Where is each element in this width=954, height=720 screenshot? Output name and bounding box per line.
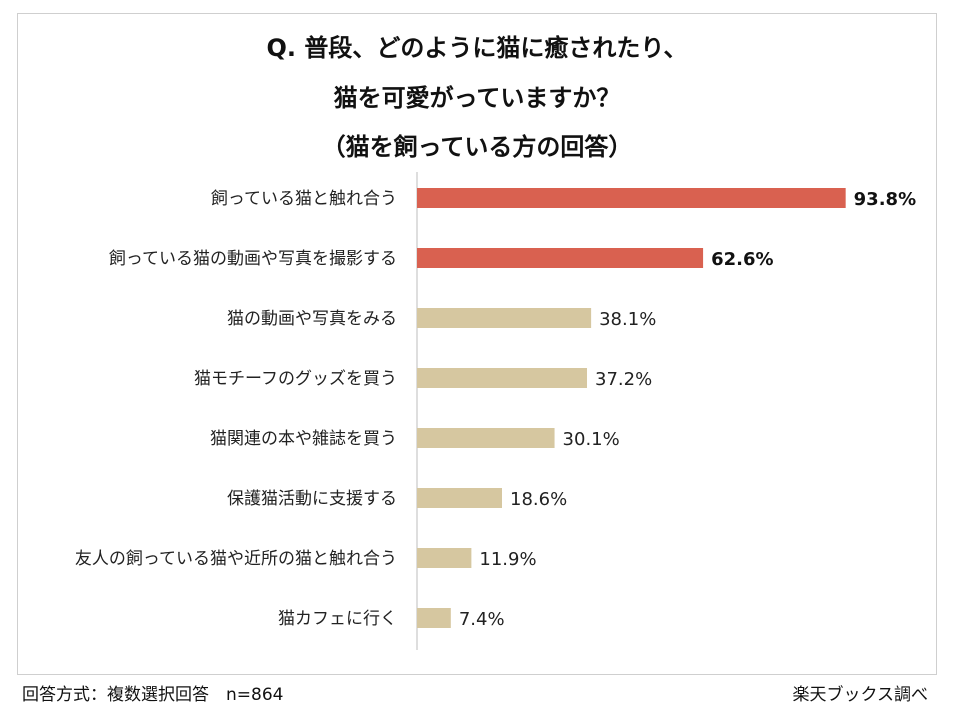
chart-frame	[17, 13, 937, 675]
value-label: 37.2%	[595, 369, 652, 390]
category-label: 飼っている猫の動画や写真を撮影する	[109, 249, 397, 269]
category-label: 友人の飼っている猫や近所の猫と触れ合う	[75, 549, 397, 569]
bar-chart: Q. 普段、どのように猫に癒されたり、猫を可愛がっていますか？ （猫を飼っている方…	[75, 34, 916, 650]
value-label: 11.9%	[479, 549, 536, 570]
bar	[417, 608, 451, 628]
category-label: 猫関連の本や雑誌を買う	[210, 429, 397, 449]
category-label: 保護猫活動に支援する	[227, 489, 397, 509]
category-label: 猫の動画や写真をみる	[227, 309, 397, 329]
chart-title-line-2: 猫を可愛がっていますか？	[334, 84, 621, 112]
value-label: 30.1%	[563, 429, 620, 450]
value-label: 38.1%	[599, 309, 656, 330]
value-label: 62.6%	[711, 249, 773, 270]
bar	[417, 368, 588, 388]
value-label: 18.6%	[510, 489, 567, 510]
category-label: 猫モチーフのグッズを買う	[194, 369, 397, 389]
chart-title-line-1: Q. 普段、どのように猫に癒されたり、	[267, 34, 688, 62]
bar	[417, 428, 555, 448]
bar	[417, 308, 592, 328]
footer-method: 回答方式：複数選択回答 n=864	[22, 685, 284, 705]
bar	[417, 488, 503, 508]
category-label: 猫カフェに行く	[278, 609, 397, 629]
value-label: 93.8%	[854, 189, 916, 210]
bar	[417, 188, 846, 208]
chart-title-line-3: （猫を飼っている方の回答）	[322, 133, 633, 161]
category-label: 飼っている猫と触れ合う	[211, 189, 397, 209]
bar	[417, 248, 704, 268]
bar	[417, 548, 472, 568]
value-label: 7.4%	[459, 609, 505, 630]
footer-source: 楽天ブックス調べ	[792, 685, 929, 705]
